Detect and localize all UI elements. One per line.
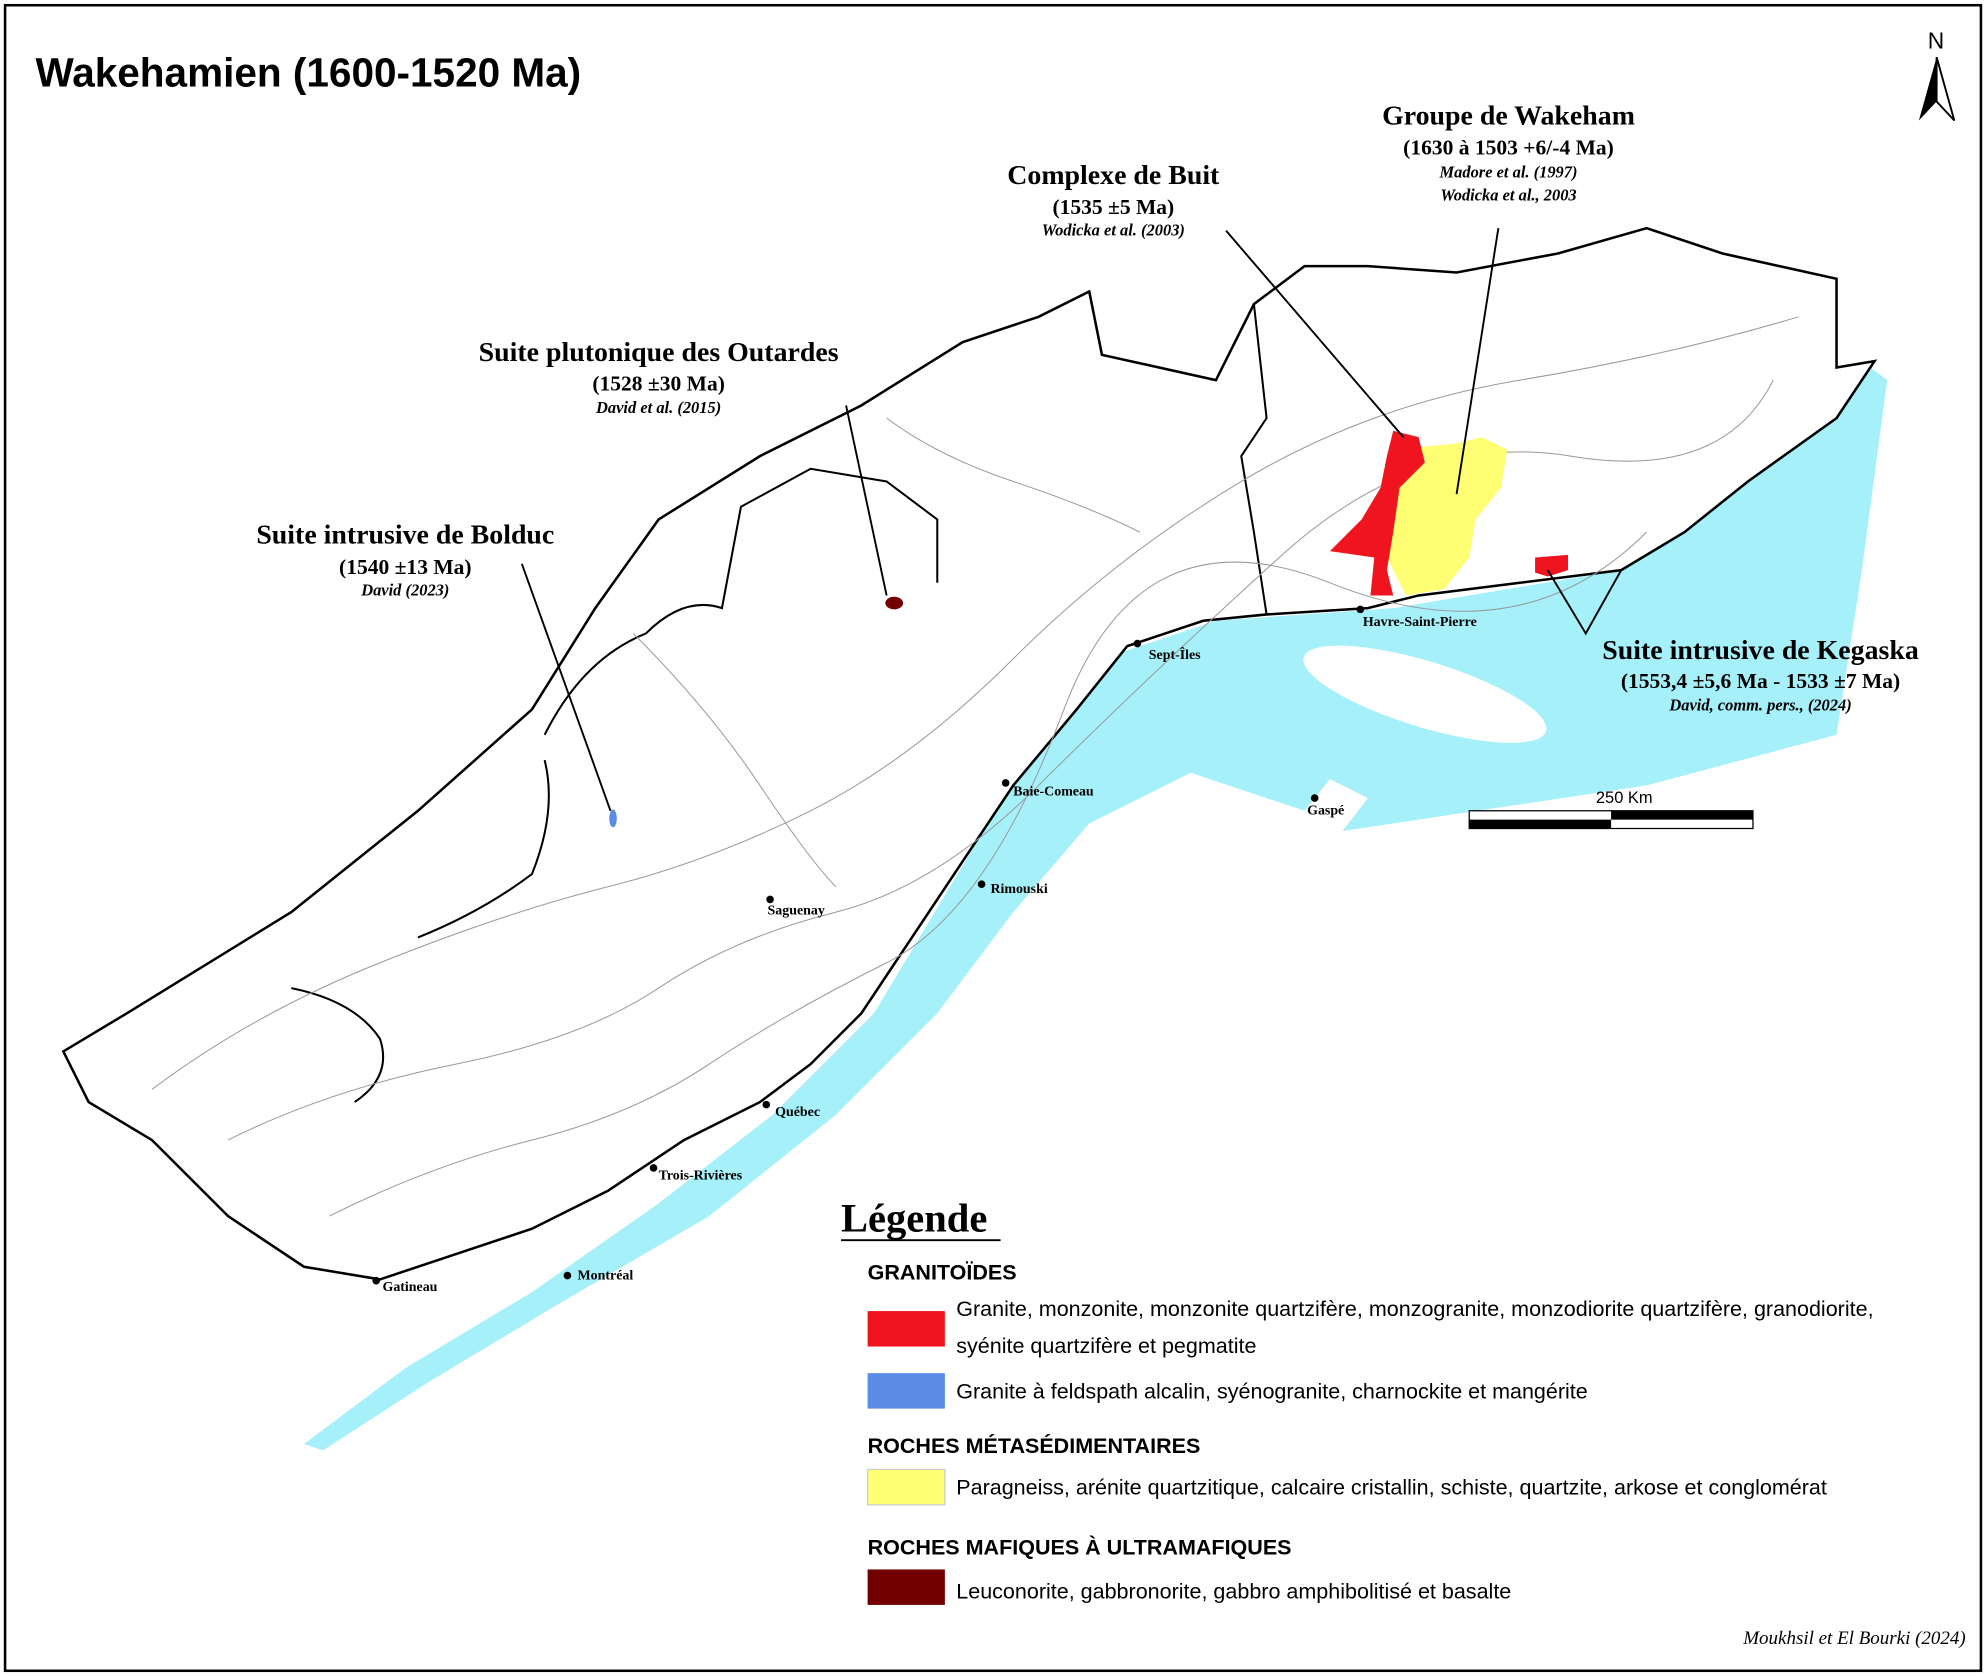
city-trois-rivieres: Trois-Rivières	[649, 1164, 743, 1183]
city-havre-saint-pierre: Havre-Saint-Pierre	[1356, 605, 1477, 630]
city-gaspe: Gaspé	[1307, 794, 1344, 819]
svg-text:Suite intrusive de Kegaska: Suite intrusive de Kegaska	[1602, 635, 1919, 666]
svg-text:ROCHES MÉTASÉDIMENTAIRES: ROCHES MÉTASÉDIMENTAIRES	[868, 1433, 1201, 1458]
svg-text:Suite plutonique des Outardes: Suite plutonique des Outardes	[479, 337, 839, 368]
credit: Moukhsil et El Bourki (2024)	[1742, 1628, 1966, 1649]
geologic-contours	[151, 316, 1799, 1217]
svg-text:Groupe de Wakeham: Groupe de Wakeham	[1382, 100, 1635, 131]
svg-text:Leuconorite, gabbronorite, gab: Leuconorite, gabbronorite, gabbro amphib…	[956, 1580, 1511, 1604]
svg-text:Gatineau: Gatineau	[383, 1280, 438, 1295]
svg-text:Rimouski: Rimouski	[990, 882, 1047, 897]
legend: Légende GRANITOÏDES Granite, monzonite, …	[841, 1195, 1874, 1605]
north-arrow-icon: N	[1918, 27, 1956, 122]
svg-text:Suite intrusive de Bolduc: Suite intrusive de Bolduc	[256, 520, 554, 551]
unit-granite-red-kegaska	[1535, 554, 1569, 577]
svg-text:Granite, monzonite, monzonite: Granite, monzonite, monzonite quartzifèr…	[956, 1297, 1873, 1321]
svg-text:(1535 ±5 Ma): (1535 ±5 Ma)	[1052, 195, 1174, 219]
svg-text:Paragneiss, arénite quartzitiq: Paragneiss, arénite quartzitique, calcai…	[956, 1476, 1827, 1500]
cities: Havre-Saint-Pierre Sept-Îles Baie-Comeau…	[372, 605, 1477, 1295]
scale-bar: 250 Km	[1468, 789, 1754, 830]
svg-text:GRANITOÏDES: GRANITOÏDES	[868, 1260, 1017, 1284]
svg-text:Havre-Saint-Pierre: Havre-Saint-Pierre	[1363, 615, 1477, 630]
legend-swatch-yellow	[866, 1468, 946, 1506]
svg-text:Québec: Québec	[775, 1105, 820, 1120]
city-quebec: Québec	[762, 1100, 820, 1120]
legend-title: Légende	[841, 1195, 987, 1240]
gaspe-land	[1304, 779, 1368, 832]
city-baie-comeau: Baie-Comeau	[1001, 779, 1094, 800]
leader-lines	[520, 227, 1623, 812]
svg-text:David (2023): David (2023)	[360, 580, 449, 599]
svg-text:Gaspé: Gaspé	[1307, 804, 1344, 819]
city-gatineau: Gatineau	[372, 1276, 438, 1295]
svg-text:Montréal: Montréal	[578, 1268, 634, 1283]
svg-text:Wodicka et al. (2003): Wodicka et al. (2003)	[1042, 221, 1185, 240]
svg-text:Granite à feldspath alcalin, s: Granite à feldspath alcalin, syénogranit…	[956, 1379, 1588, 1403]
legend-swatch-blue	[867, 1373, 945, 1409]
unit-metased-yellow	[1386, 437, 1508, 596]
svg-text:syénite quartzifère et pegmati: syénite quartzifère et pegmatite	[956, 1334, 1256, 1358]
legend-swatch-darkred	[867, 1569, 945, 1605]
svg-text:(1528 ±30 Ma): (1528 ±30 Ma)	[592, 371, 725, 395]
svg-text:Trois-Rivières: Trois-Rivières	[659, 1168, 743, 1183]
city-rimouski: Rimouski	[977, 880, 1048, 897]
st-lawrence-water	[303, 361, 1888, 1451]
map-title: Wakehamien (1600-1520 Ma)	[35, 49, 581, 95]
svg-text:David et al. (2015): David et al. (2015)	[595, 398, 721, 417]
svg-text:(1553,4 ±5,6 Ma - 1533 ±7 Ma): (1553,4 ±5,6 Ma - 1533 ±7 Ma)	[1621, 669, 1900, 693]
city-saguenay: Saguenay	[766, 895, 825, 919]
annotation-bolduc: Suite intrusive de Bolduc (1540 ±13 Ma) …	[256, 520, 554, 600]
unit-granite-blue-bolduc	[609, 809, 617, 828]
svg-text:250 Km: 250 Km	[1596, 789, 1653, 807]
svg-text:David, comm. pers., (2024): David, comm. pers., (2024)	[1668, 696, 1851, 715]
annotation-outardes: Suite plutonique des Outardes (1528 ±30 …	[479, 337, 839, 417]
svg-text:Complexe de Buit: Complexe de Buit	[1007, 160, 1220, 191]
svg-text:Sept-Îles: Sept-Îles	[1149, 646, 1201, 663]
svg-text:(1540 ±13 Ma): (1540 ±13 Ma)	[339, 555, 472, 579]
unit-mafic-outardes	[885, 596, 904, 610]
svg-text:Madore et al. (1997): Madore et al. (1997)	[1438, 162, 1577, 181]
domain-boundaries	[291, 304, 1268, 1103]
svg-text:Baie-Comeau: Baie-Comeau	[1013, 785, 1094, 800]
legend-swatch-red	[867, 1311, 945, 1347]
city-sept-iles: Sept-Îles	[1133, 639, 1201, 663]
svg-text:(1630 à 1503 +6/-4 Ma): (1630 à 1503 +6/-4 Ma)	[1403, 136, 1614, 160]
anticosti-island	[1303, 645, 1547, 743]
annotation-buit: Complexe de Buit (1535 ±5 Ma) Wodicka et…	[1007, 160, 1220, 240]
svg-text:N: N	[1928, 27, 1944, 53]
svg-text:Wodicka et al., 2003: Wodicka et al., 2003	[1440, 185, 1576, 204]
unit-granite-red-buit	[1329, 430, 1425, 596]
annotation-wakeham: Groupe de Wakeham (1630 à 1503 +6/-4 Ma)…	[1382, 100, 1635, 204]
svg-text:ROCHES MAFIQUES À ULTRAMAFIQUE: ROCHES MAFIQUES À ULTRAMAFIQUES	[868, 1534, 1292, 1559]
city-montreal: Montréal	[563, 1268, 634, 1283]
svg-text:Saguenay: Saguenay	[768, 904, 825, 919]
annotation-kegaska: Suite intrusive de Kegaska (1553,4 ±5,6 …	[1602, 635, 1919, 715]
